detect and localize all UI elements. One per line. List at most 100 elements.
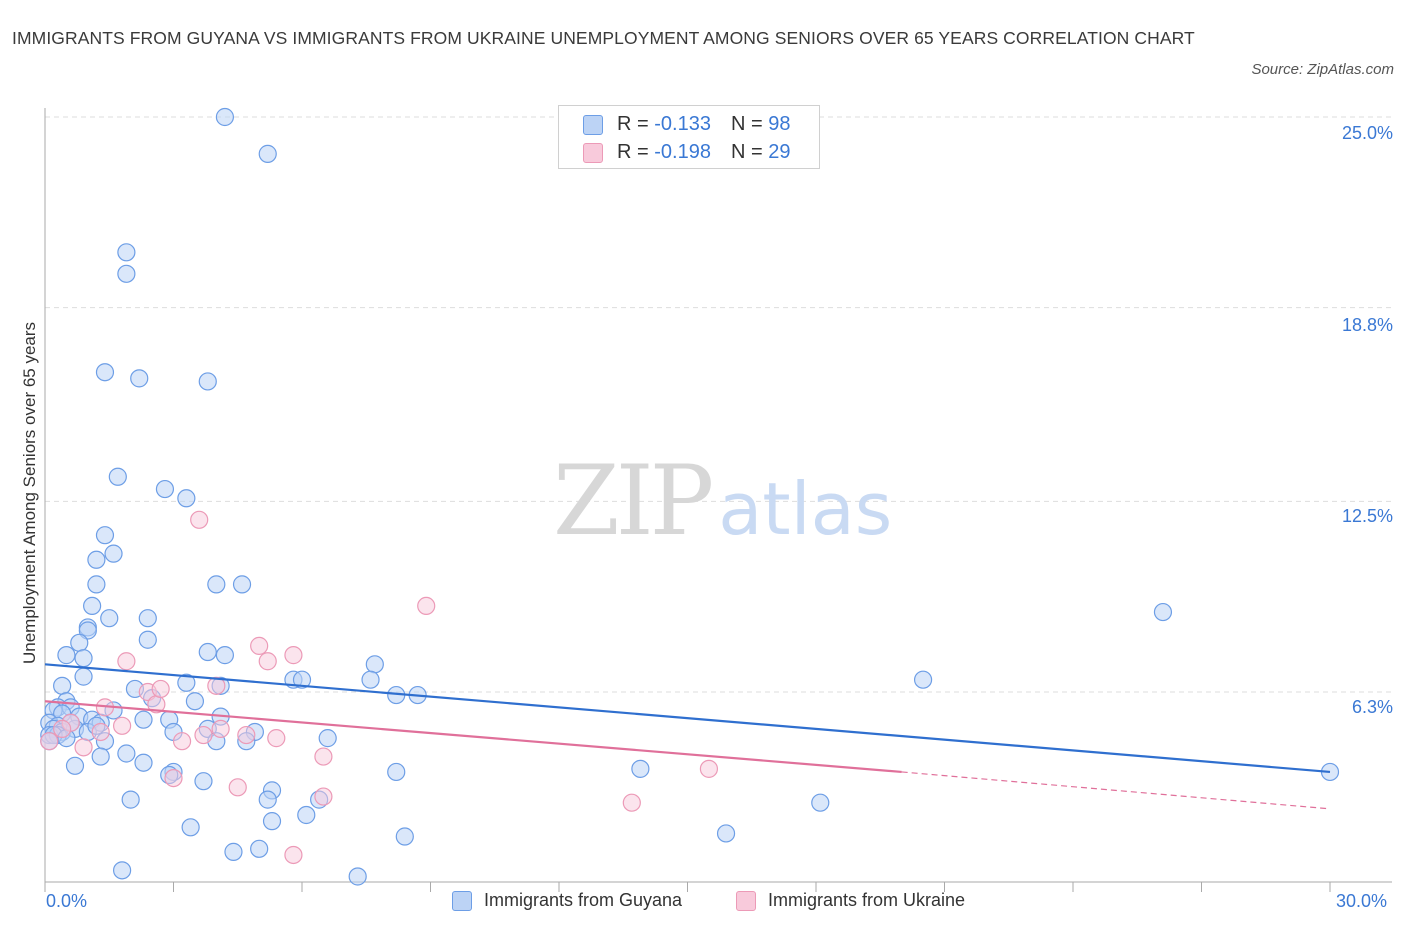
guyana-point-0	[215, 107, 234, 127]
guyana-point-3	[117, 264, 136, 283]
guyana-point-7	[108, 467, 127, 486]
ukraine-point-28	[53, 719, 72, 738]
guyana-point-23	[57, 646, 76, 665]
correlation-legend: R = -0.133 N = 98 R = -0.198 N = 29	[558, 105, 820, 169]
guyana-point-34	[177, 673, 196, 692]
ukraine-point-12	[190, 510, 209, 529]
source-label: Source: ZipAtlas.com	[1251, 61, 1394, 78]
ukraine-point-19	[267, 729, 286, 748]
ukraine-point-2	[74, 738, 93, 757]
guyana-point-84	[297, 805, 316, 825]
guyana-point-20	[78, 621, 97, 640]
ukraine-points	[40, 510, 719, 865]
legend-r-value-guyana: -0.133	[654, 113, 711, 135]
guyana-point-31	[292, 670, 312, 689]
guyana-point-83	[811, 793, 830, 812]
ukraine-point-16	[237, 725, 256, 745]
ukraine-point-17	[250, 636, 269, 655]
guyana-point-52	[134, 710, 153, 729]
ukraine-point-18	[258, 652, 277, 671]
guyana-point-15	[232, 575, 252, 594]
guyana-point-86	[181, 818, 200, 837]
ukraine-point-21	[284, 845, 303, 865]
ukraine-point-13	[207, 676, 226, 695]
guyana-point-16	[83, 596, 102, 616]
ukraine-point-9	[164, 768, 183, 788]
ukraine-point-4	[112, 716, 132, 735]
guyana-point-8	[155, 479, 175, 499]
gridlines	[45, 116, 1392, 693]
y-tick-label-18-8: 18.8%	[1341, 315, 1393, 335]
guyana-point-1	[258, 144, 277, 163]
x-tick-label-min: 0.0%	[46, 891, 88, 911]
guyana-point-85	[262, 812, 282, 831]
bottom-legend-swatch-guyana	[452, 891, 472, 912]
guyana-point-39	[1153, 602, 1173, 622]
legend-row-guyana: R = -0.133 N = 98	[583, 113, 790, 137]
chart-title: IMMIGRANTS FROM GUYANA VS IMMIGRANTS FRO…	[12, 28, 1195, 48]
guyana-point-18	[138, 609, 157, 628]
watermark-zip: ZIP	[553, 445, 714, 557]
guyana-point-92	[348, 867, 367, 886]
guyana-point-81	[258, 790, 277, 809]
legend-n-value-guyana: 98	[768, 113, 791, 135]
ukraine-point-25	[622, 793, 641, 812]
guyana-point-28	[74, 667, 93, 686]
guyana-point-5	[130, 369, 149, 388]
axes	[44, 108, 1392, 892]
legend-n-label: N =	[730, 113, 769, 135]
bottom-legend-guyana: Immigrants from Guyana	[452, 890, 682, 912]
ukraine-point-10	[172, 732, 192, 751]
guyana-point-22	[70, 633, 89, 652]
ukraine-point-23	[314, 747, 333, 766]
legend-swatch-ukraine	[583, 142, 603, 163]
guyana-point-32	[53, 676, 72, 695]
ukraine-point-24	[417, 596, 436, 616]
guyana-point-78	[194, 772, 213, 791]
guyana-point-76	[631, 759, 650, 778]
guyana-point-87	[395, 827, 414, 846]
guyana-point-6	[198, 372, 217, 391]
ukraine-point-11	[194, 725, 213, 745]
guyana-point-72	[65, 756, 85, 775]
guyana-point-90	[224, 842, 243, 861]
trend-lines	[44, 663, 1331, 810]
legend-swatch-guyana	[583, 114, 603, 135]
guyana-point-24	[74, 649, 93, 668]
guyana-point-75	[387, 762, 406, 782]
watermark-atlas: atlas	[718, 467, 893, 551]
guyana-point-2	[117, 243, 136, 262]
legend-row-ukraine: R = -0.198 N = 29	[583, 141, 790, 165]
guyana-point-14	[207, 575, 226, 594]
guyana-point-11	[104, 544, 123, 563]
ukraine-point-14	[211, 719, 230, 738]
guyana-point-17	[100, 609, 119, 628]
guyana-point-68	[318, 729, 337, 748]
legend-r-label: R =	[617, 141, 655, 163]
guyana-point-29	[361, 670, 380, 689]
guyana-point-10	[95, 526, 115, 545]
ukraine-point-22	[314, 787, 333, 806]
ukraine-trend-line	[44, 700, 902, 774]
guyana-point-25	[198, 642, 217, 662]
y-axis-label: Unemployment Among Seniors over 65 years	[20, 321, 39, 665]
guyana-point-26	[215, 646, 234, 665]
bottom-legend-ukraine: Immigrants from Ukraine	[736, 890, 966, 912]
ukraine-point-5	[117, 652, 136, 671]
guyana-point-38	[913, 670, 933, 689]
guyana-point-88	[716, 824, 736, 843]
legend-r-label: R =	[617, 113, 655, 135]
guyana-point-21	[138, 630, 157, 649]
guyana-point-91	[112, 861, 132, 880]
bottom-legend-label-ukraine: Immigrants from Ukraine	[768, 890, 966, 910]
guyana-point-70	[91, 747, 110, 766]
guyana-point-80	[121, 790, 140, 809]
legend-n-value-ukraine: 29	[768, 141, 791, 163]
ukraine-trend-line-dashed	[901, 771, 1331, 810]
ukraine-point-20	[284, 646, 303, 665]
guyana-point-13	[87, 575, 106, 594]
guyana-trend-line	[44, 663, 1331, 774]
guyana-point-12	[87, 550, 106, 569]
ukraine-point-27	[91, 722, 110, 742]
